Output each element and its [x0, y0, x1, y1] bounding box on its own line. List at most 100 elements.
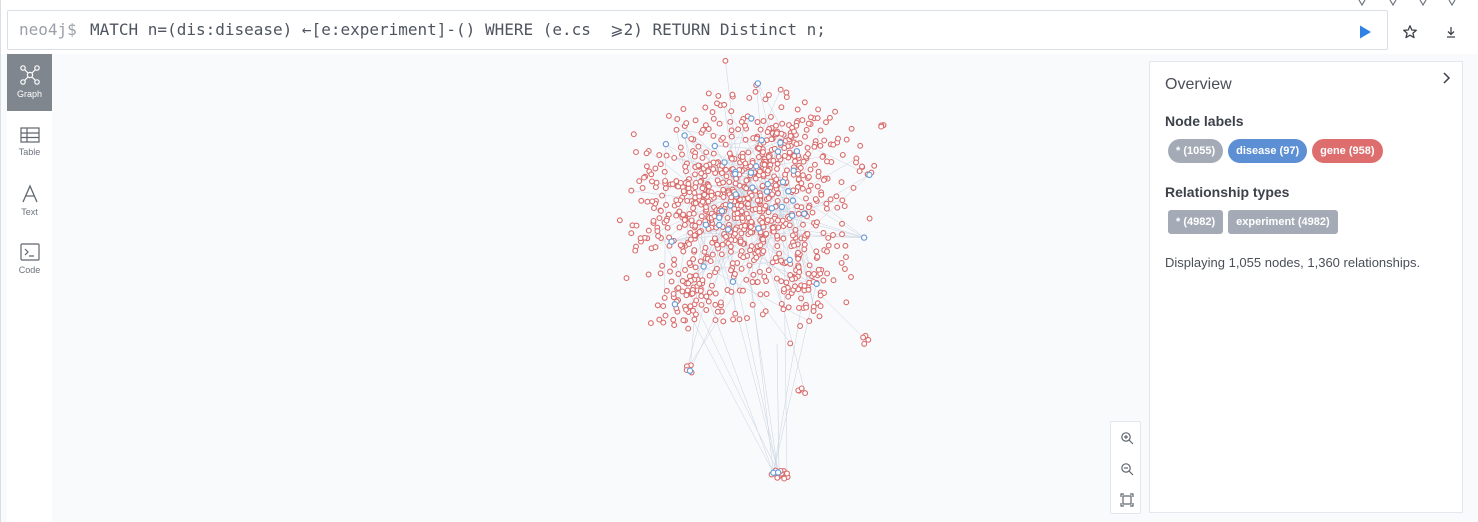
gene-node[interactable]	[871, 162, 878, 169]
gene-node[interactable]	[798, 295, 805, 302]
gene-node[interactable]	[791, 242, 798, 249]
gene-node[interactable]	[707, 258, 714, 265]
gene-node[interactable]	[686, 260, 693, 266]
gene-node[interactable]	[814, 253, 821, 260]
collapse-icon[interactable]	[1419, 0, 1427, 6]
gene-node[interactable]	[709, 109, 716, 116]
gene-node[interactable]	[663, 287, 670, 294]
gene-node[interactable]	[820, 230, 827, 236]
gene-node[interactable]	[670, 316, 677, 323]
gene-node[interactable]	[798, 180, 805, 187]
gene-node[interactable]	[710, 115, 717, 122]
gene-node[interactable]	[656, 152, 663, 159]
gene-node[interactable]	[792, 226, 799, 233]
gene-node[interactable]	[726, 150, 733, 157]
gene-node[interactable]	[696, 280, 703, 287]
relationship-type-all[interactable]: * (4982)	[1168, 210, 1224, 234]
gene-node[interactable]	[823, 200, 830, 207]
gene-node[interactable]	[841, 203, 848, 210]
gene-node[interactable]	[689, 290, 696, 297]
gene-node[interactable]	[703, 204, 709, 211]
gene-node[interactable]	[765, 195, 772, 202]
gene-node[interactable]	[705, 90, 712, 97]
query-text[interactable]: MATCH n=(dis:disease) ←[e:experiment]-()…	[90, 20, 826, 39]
gene-node[interactable]	[673, 126, 680, 133]
node-label-disease[interactable]: disease (97)	[1228, 139, 1308, 163]
gene-node[interactable]	[734, 210, 741, 217]
gene-node[interactable]	[651, 205, 657, 212]
gene-node[interactable]	[737, 238, 744, 245]
gene-node[interactable]	[848, 125, 855, 132]
sidebar-item-code[interactable]: Code	[7, 232, 52, 289]
disease-node[interactable]	[774, 148, 782, 155]
gene-node[interactable]	[761, 161, 768, 168]
gene-node[interactable]	[745, 201, 751, 207]
gene-node[interactable]	[710, 166, 717, 173]
disease-node[interactable]	[716, 214, 723, 221]
gene-node[interactable]	[692, 200, 699, 207]
disease-node[interactable]	[768, 205, 776, 212]
gene-node[interactable]	[823, 119, 829, 126]
gene-node[interactable]	[671, 256, 678, 263]
gene-node[interactable]	[703, 307, 710, 313]
gene-node[interactable]	[839, 151, 846, 158]
gene-node[interactable]	[662, 185, 669, 192]
gene-node[interactable]	[648, 171, 655, 178]
gene-node[interactable]	[813, 248, 820, 255]
gene-node[interactable]	[800, 221, 806, 228]
gene-node[interactable]	[727, 248, 734, 255]
gene-node[interactable]	[747, 163, 754, 170]
gene-node[interactable]	[745, 149, 752, 156]
gene-node[interactable]	[747, 223, 754, 230]
gene-node[interactable]	[857, 142, 864, 149]
query-editor[interactable]: neo4j$ MATCH n=(dis:disease) ←[e:experim…	[7, 10, 1388, 50]
gene-node[interactable]	[805, 270, 812, 277]
gene-node[interactable]	[754, 119, 761, 125]
gene-node[interactable]	[649, 178, 655, 185]
gene-node[interactable]	[685, 280, 692, 287]
gene-node[interactable]	[633, 222, 640, 229]
gene-node[interactable]	[680, 317, 687, 324]
gene-node[interactable]	[708, 282, 715, 289]
gene-node[interactable]	[720, 318, 727, 325]
gene-node[interactable]	[685, 325, 692, 332]
gene-node[interactable]	[843, 136, 850, 143]
gene-node[interactable]	[824, 248, 830, 255]
gene-node[interactable]	[811, 143, 818, 150]
gene-node[interactable]	[787, 133, 794, 139]
disease-node[interactable]	[711, 142, 719, 150]
gene-node[interactable]	[773, 130, 780, 137]
gene-node[interactable]	[750, 271, 757, 278]
gene-node[interactable]	[794, 170, 801, 177]
gene-node[interactable]	[781, 475, 788, 482]
gene-node[interactable]	[713, 265, 720, 272]
gene-node[interactable]	[827, 196, 834, 203]
gene-node[interactable]	[659, 192, 666, 199]
gene-node[interactable]	[843, 299, 850, 306]
gene-node[interactable]	[786, 149, 793, 156]
gene-node[interactable]	[820, 277, 827, 284]
gene-node[interactable]	[677, 242, 684, 249]
gene-node[interactable]	[801, 99, 808, 106]
gene-node[interactable]	[698, 213, 705, 220]
gene-node[interactable]	[765, 209, 772, 216]
gene-node[interactable]	[637, 235, 644, 242]
gene-node[interactable]	[780, 235, 787, 242]
gene-node[interactable]	[728, 127, 735, 134]
gene-node[interactable]	[817, 142, 824, 149]
gene-node[interactable]	[749, 279, 756, 285]
gene-node[interactable]	[823, 205, 830, 212]
gene-node[interactable]	[728, 155, 735, 162]
gene-node[interactable]	[677, 179, 684, 186]
gene-node[interactable]	[705, 126, 712, 132]
gene-node[interactable]	[712, 317, 719, 324]
gene-node[interactable]	[687, 303, 694, 310]
gene-node[interactable]	[778, 104, 785, 111]
gene-node[interactable]	[632, 247, 639, 254]
gene-node[interactable]	[643, 163, 650, 170]
gene-node[interactable]	[777, 86, 784, 93]
gene-node[interactable]	[774, 243, 781, 250]
gene-node[interactable]	[843, 254, 849, 261]
disease-node[interactable]	[668, 238, 675, 245]
gene-node[interactable]	[671, 261, 677, 268]
